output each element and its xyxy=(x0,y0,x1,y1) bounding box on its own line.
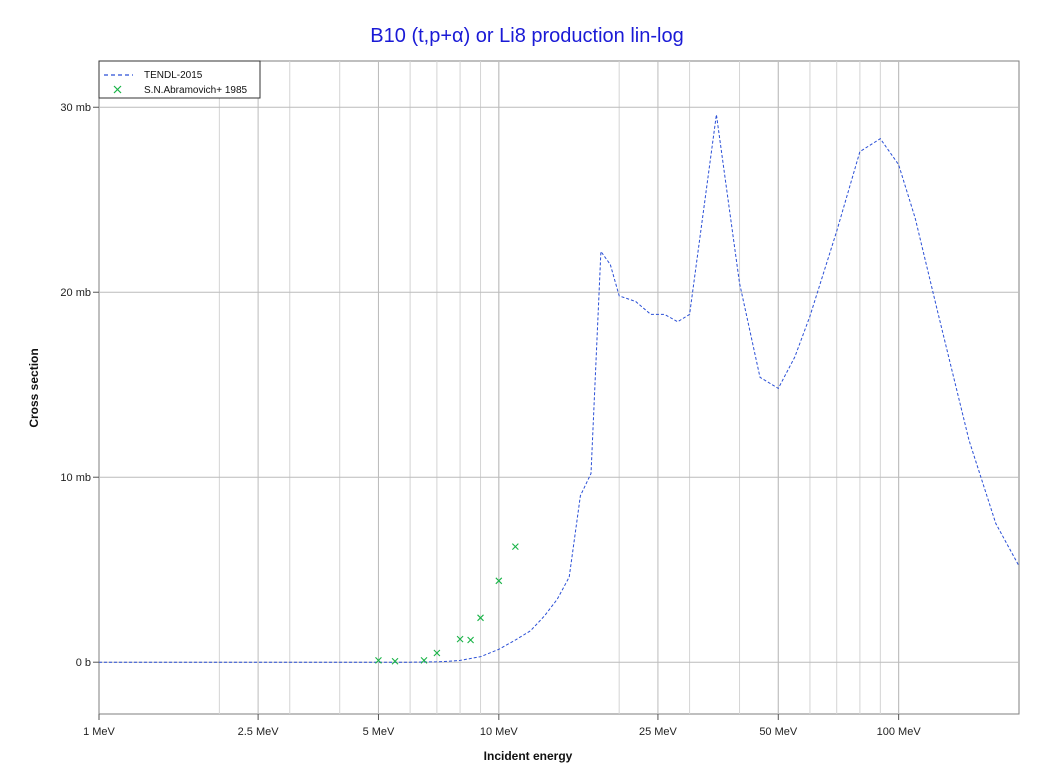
series-layer xyxy=(99,114,1020,665)
data-point-abramovich xyxy=(433,649,441,657)
grid-major xyxy=(99,61,1019,714)
y-tick-label: 30 mb xyxy=(60,102,91,114)
x-tick-label: 100 MeV xyxy=(877,726,922,738)
x-tick-label: 10 MeV xyxy=(480,726,519,738)
x-tick-label: 1 MeV xyxy=(83,726,115,738)
y-axis-title: Cross section xyxy=(27,348,41,427)
legend-box xyxy=(98,60,261,99)
y-tick-label: 20 mb xyxy=(60,287,91,299)
x-tick-label: 50 MeV xyxy=(759,726,798,738)
legend-marker-abramovich xyxy=(113,85,122,94)
legend-label-tendl: TENDL-2015 xyxy=(144,70,203,81)
data-point-abramovich xyxy=(511,543,519,550)
legend-label-abramovich: S.N.Abramovich+ 1985 xyxy=(144,85,248,96)
data-point-abramovich xyxy=(495,577,503,585)
x-axis-title: Incident energy xyxy=(484,749,573,763)
data-point-abramovich xyxy=(456,635,464,643)
chart-title: B10 (t,p+α) or Li8 production lin-log xyxy=(370,25,683,47)
data-point-abramovich xyxy=(477,614,484,622)
data-point-abramovich xyxy=(420,656,428,664)
x-tick-label: 25 MeV xyxy=(639,726,678,738)
series-line-tendl-2015 xyxy=(99,114,1020,663)
x-tick-label: 2.5 MeV xyxy=(238,726,280,738)
data-point-abramovich xyxy=(391,657,399,665)
plot-area xyxy=(98,60,1020,715)
data-point-abramovich xyxy=(375,656,382,664)
x-tick-label: 5 MeV xyxy=(363,726,395,738)
data-point-abramovich xyxy=(467,636,474,644)
x-axis-ticks: 1 MeV 2.5 MeV 5 MeV 10 MeV 25 MeV 50 MeV 100 M… xyxy=(83,714,921,738)
y-axis-ticks: 0 b 10 mb 20 mb 30 mb xyxy=(60,102,99,669)
y-tick-label: 10 mb xyxy=(60,472,91,484)
legend: TENDL-2015 S.N.Abramovich+ 1985 xyxy=(98,60,261,99)
y-tick-label: 0 b xyxy=(76,657,91,669)
